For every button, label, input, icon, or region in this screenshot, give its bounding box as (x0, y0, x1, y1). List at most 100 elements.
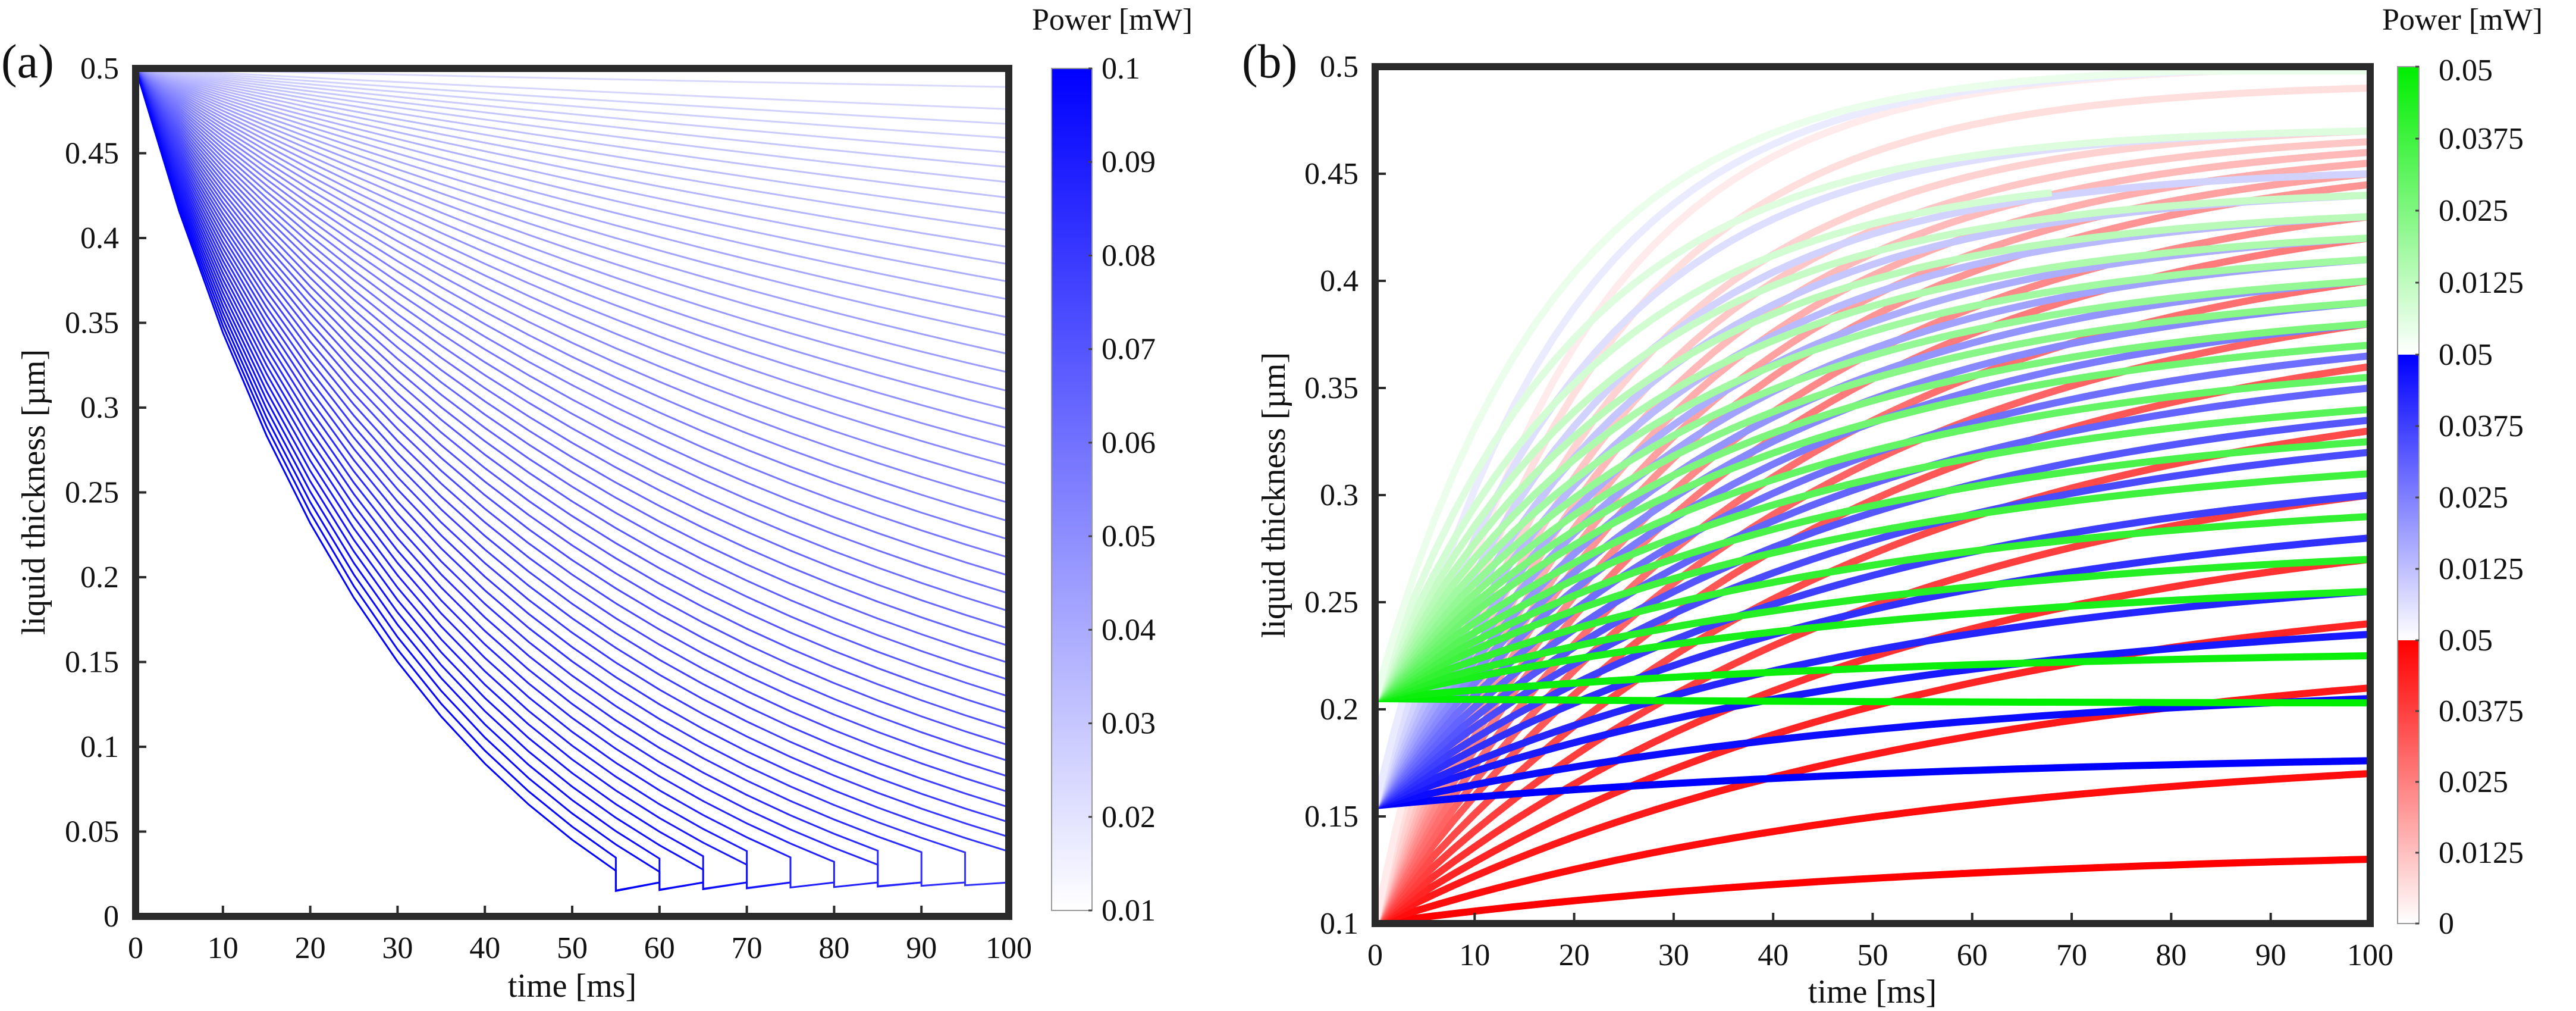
panel-b-series-line (1375, 417, 2370, 809)
y-tick-label: 0.3 (1320, 478, 1358, 512)
panel-a-y-axis-label: liquid thickness [µm] (15, 349, 52, 635)
panel-b-series-line (1375, 127, 2370, 700)
colorbar-tick-label: 0.09 (1102, 145, 1156, 179)
colorbar-tick-label: 0.0125 (2439, 836, 2524, 870)
panel-a-series-line (136, 68, 704, 891)
colorbar-tick-label: 0.04 (1102, 613, 1156, 647)
panel-a-series-line (136, 68, 1009, 430)
panel-b-series-line (1375, 588, 2370, 809)
x-tick-label: 20 (1559, 938, 1590, 972)
panel-a-series-line (136, 68, 747, 891)
colorbar-tick-label: 0.05 (1102, 519, 1156, 553)
x-tick-label: 0 (128, 931, 143, 965)
panel-b-series-line (1375, 588, 2370, 702)
panel-b-series-line (1375, 342, 2370, 702)
x-tick-label: 100 (2347, 938, 2393, 972)
panel-b-colorbar-outline (2397, 66, 2420, 924)
x-tick-label: 20 (295, 931, 326, 965)
x-tick-label: 10 (208, 931, 239, 965)
x-tick-label: 90 (906, 931, 937, 965)
colorbar-tick-label: 0.01 (1102, 894, 1156, 928)
colorbar-tick-label: 0.07 (1102, 333, 1156, 367)
panel-a-series-line (136, 68, 704, 891)
x-tick-label: 60 (644, 931, 675, 965)
panel-b-series-line (1375, 234, 2370, 701)
y-tick-label: 0.35 (65, 306, 119, 340)
x-tick-label: 10 (1459, 938, 1490, 972)
colorbar-tick-label: 0.06 (1102, 426, 1156, 460)
x-tick-label: 100 (986, 931, 1032, 965)
panel-a-series-line (136, 68, 1009, 793)
panel-a-series-line (136, 68, 1009, 778)
colorbar-tick-label: 0.1 (1102, 52, 1140, 86)
panel-b-series-line (1375, 256, 2370, 701)
colorbar-tick-label: 0 (2439, 907, 2454, 941)
panel-a-series-line (136, 68, 1009, 681)
panel-b-x-ticks: 0 10 20 30 40 50 60 70 80 90 100 (1367, 913, 2393, 972)
panel-a-series-line (136, 68, 1009, 183)
y-tick-label: 0.15 (65, 646, 119, 680)
panel-a-series-line (136, 68, 1009, 231)
panel-a-colorbar (1051, 68, 1093, 911)
panel-a-x-ticks: 0 10 20 30 40 50 60 70 80 90 100 (128, 906, 1032, 965)
panel-a-y-ticks: 0 0.05 0.1 0.15 0.2 0.25 0.3 0.35 0.4 0.45 0.5 (65, 52, 146, 934)
colorbar-tick-label: 0.0375 (2439, 122, 2524, 156)
panel-a-series-line (136, 68, 1009, 504)
panel-a-series-line (136, 68, 922, 887)
panel-a-series-line (136, 68, 1009, 301)
panel-a-series-line (136, 68, 1009, 139)
y-tick-label: 0.4 (1320, 264, 1358, 298)
y-tick-label: 0.45 (65, 137, 119, 171)
panel-a-series-line (136, 68, 791, 889)
colorbar-tick-label: 0.05 (2439, 54, 2493, 87)
x-tick-label: 80 (2155, 938, 2186, 972)
y-tick-label: 0.35 (1304, 371, 1358, 405)
y-tick-label: 0.5 (1320, 50, 1358, 84)
panel-a-series-line (136, 68, 1009, 215)
x-tick-label: 30 (382, 931, 413, 965)
panel-a-series-line (136, 68, 1009, 125)
panel-b-label: (b) (1242, 36, 1297, 88)
x-tick-label: 60 (1957, 938, 1988, 972)
colorbar-tick-label: 0.025 (2439, 481, 2508, 515)
panel-b-series-line (1375, 299, 2370, 701)
panel-a-series-line (136, 68, 1009, 265)
panel-a-series-line (136, 68, 1009, 199)
panel-a-series-line (136, 68, 791, 890)
panel-a-series-line (136, 68, 1009, 541)
panel-b-series-line (1375, 770, 2370, 924)
panel-b-series-line (1375, 277, 2370, 701)
y-tick-label: 0.2 (1320, 693, 1358, 727)
panel-a-series-line (136, 68, 1009, 411)
panel-b-series-line (1375, 556, 2370, 924)
panel-a-series-line (136, 68, 1009, 283)
panel-a-series-line (136, 68, 834, 889)
x-tick-label: 40 (1758, 938, 1789, 972)
panel-b-series-line (1375, 556, 2370, 702)
panel-b-series-line (1375, 513, 2370, 702)
panel-a-series-line (136, 68, 878, 888)
panel-a-series-line (136, 68, 1009, 746)
x-tick-label: 40 (469, 931, 500, 965)
colorbar-tick-label: 0.0375 (2439, 409, 2524, 443)
panel-a-series-line (136, 68, 1009, 110)
panel-a-series-line (136, 68, 1009, 392)
panel-a-colorbar-title: Power [mW] (1032, 3, 1193, 37)
y-tick-label: 0.25 (1304, 586, 1358, 619)
panel-b-series-line (1375, 320, 2370, 702)
panel-a-series-line (136, 68, 1009, 154)
panel-a-series-line (136, 68, 1009, 168)
panel-a-series-line (136, 68, 1009, 714)
panel-a-series-line (136, 68, 1009, 319)
y-tick-label: 0.5 (80, 52, 119, 86)
colorbar-tick-label: 0.03 (1102, 707, 1156, 741)
colorbar-tick-label: 0.08 (1102, 239, 1156, 273)
panel-a-series-line (136, 68, 1009, 887)
panel-a-colorbar-ticks: 0.01 0.02 0.03 0.04 0.05 0.06 0.07 0.08 0.09 0.1 (1088, 52, 1156, 928)
panel-b-series-line (1375, 652, 2370, 702)
panel-a-series-line (136, 68, 1009, 838)
colorbar-tick-label: 0.02 (1102, 800, 1156, 834)
panel-a-series-line (136, 68, 922, 888)
panel-a-series-line (136, 68, 1009, 809)
